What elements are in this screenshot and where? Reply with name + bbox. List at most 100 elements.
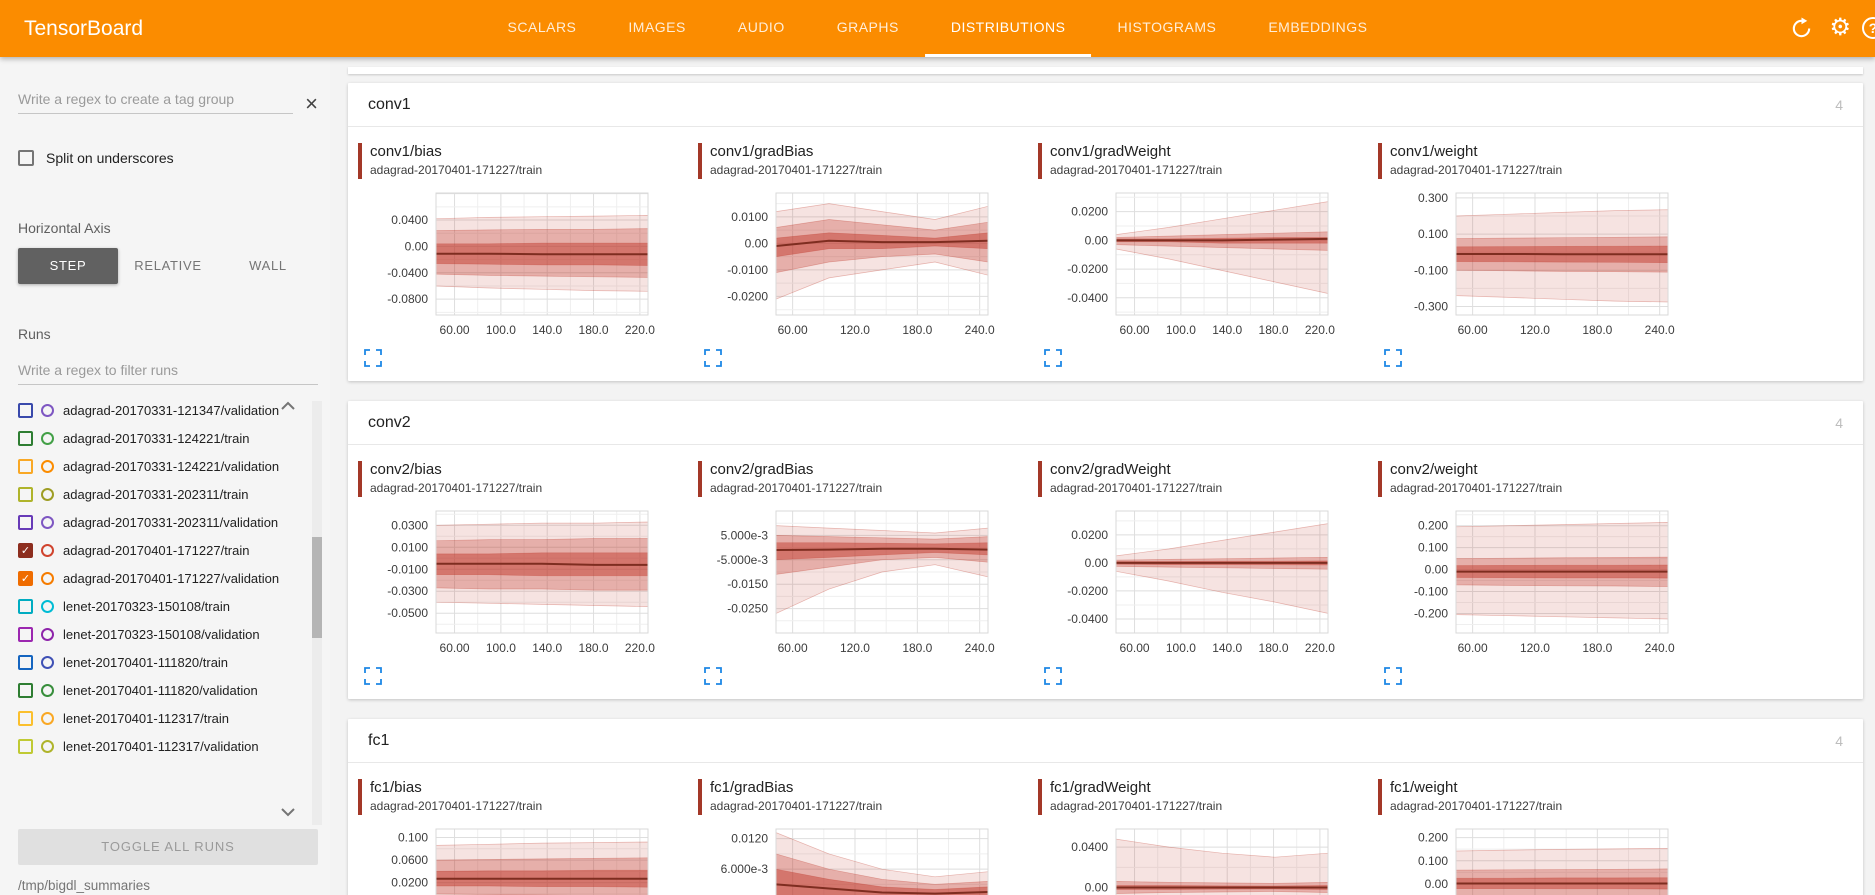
distribution-chart[interactable]: 0.0400 0.00 -0.0400 -0.0800 60.00 100.0 140.0 1… [358,187,668,345]
expand-chart-button[interactable] [1044,349,1062,367]
run-checkbox[interactable] [18,515,33,530]
run-checkbox[interactable] [18,627,33,642]
run-color-radio[interactable] [41,740,54,753]
expand-chart-button[interactable] [1384,667,1402,685]
expand-chart-button[interactable] [1044,667,1062,685]
expand-chart-button[interactable] [704,667,722,685]
tab-embeddings[interactable]: EMBEDDINGS [1268,19,1368,35]
tag-regex-input[interactable] [18,87,294,114]
axis-option-wall[interactable]: WALL [249,258,287,273]
tab-audio[interactable]: AUDIO [737,19,785,35]
distribution-chart[interactable]: 0.04000.00-0.040060.00100.0140.0180.0220… [1038,823,1348,895]
axis-option-step[interactable]: STEP [18,248,118,284]
scroll-down-icon[interactable] [280,807,296,817]
run-item[interactable]: adagrad-20170331-124221/validation [18,453,284,481]
run-item[interactable]: ✓ adagrad-20170401-171227/validation [18,565,284,593]
tab-graphs[interactable]: GRAPHS [836,19,899,35]
run-item[interactable]: lenet-20170323-150108/validation [18,621,284,649]
run-color-radio[interactable] [41,656,54,669]
run-checkbox[interactable] [18,599,33,614]
distribution-chart[interactable]: 0.1000.06000.0200-0.020060.00100.0140.01… [358,823,668,895]
tab-images[interactable]: IMAGES [628,19,686,35]
chart-panel-conv1-bias: conv1/bias adagrad-20170401-171227/train 0… [358,143,698,367]
distribution-chart[interactable]: 0.0200 0.00 -0.0200 -0.0400 60.00 100.0 140.0 1… [1038,505,1348,663]
svg-text:5.000e-3: 5.000e-3 [721,528,769,542]
category-card-conv2: conv2 4 conv2/bias adagrad-20170401-171227/… [348,401,1863,699]
run-item[interactable]: lenet-20170401-111820/train [18,649,284,677]
close-icon[interactable]: × [305,91,318,116]
category-header-conv1[interactable]: conv1 4 [348,83,1863,127]
run-checkbox[interactable] [18,403,33,418]
scroll-up-icon[interactable] [280,401,296,411]
run-item[interactable]: lenet-20170401-111820/validation [18,677,284,705]
distribution-chart[interactable]: 0.200 0.100 0.00 -0.100 -0.200 60.00 120.0 180.… [1378,505,1688,663]
svg-text:-0.300: -0.300 [1414,299,1448,313]
category-header-conv2[interactable]: conv2 4 [348,401,1863,445]
run-color-radio[interactable] [41,628,54,641]
svg-text:0.0400: 0.0400 [391,213,428,227]
run-checkbox[interactable] [18,711,33,726]
expand-chart-button[interactable] [364,349,382,367]
run-checkbox[interactable] [18,683,33,698]
run-checkbox[interactable]: ✓ [18,543,33,558]
split-underscores-row[interactable]: Split on underscores [18,150,318,166]
tab-distributions[interactable]: DISTRIBUTIONS [924,0,1092,57]
expand-chart-button[interactable] [704,349,722,367]
settings-gear-icon[interactable]: ⚙ [1829,14,1851,41]
distribution-chart[interactable]: 5.000e-3 -5.000e-3 -0.0150 -0.0250 60.00 120.… [698,505,1008,663]
expand-chart-button[interactable] [1384,349,1402,367]
run-checkbox[interactable] [18,655,33,670]
run-regex-input[interactable] [18,358,318,385]
distribution-chart[interactable]: 0.0200 0.00 -0.0200 -0.0400 60.00 100.0 140.0 1… [1038,187,1348,345]
chart-run-label: adagrad-20170401-171227/train [1390,163,1563,177]
run-color-bar [698,143,702,179]
run-item[interactable]: adagrad-20170331-202311/train [18,481,284,509]
category-header-fc1[interactable]: fc1 4 [348,719,1863,763]
help-icon[interactable]: ? [1862,17,1875,39]
checkbox-icon[interactable] [18,150,34,166]
chart-run-label: adagrad-20170401-171227/train [370,481,543,495]
distribution-chart[interactable]: 0.0100 0.00 -0.0100 -0.0200 60.00 120.0 180.0 2… [698,187,1008,345]
run-item[interactable]: lenet-20170401-112317/train [18,705,284,733]
svg-text:-0.0500: -0.0500 [387,606,428,620]
tab-histograms[interactable]: HISTOGRAMS [1117,19,1217,35]
run-item[interactable]: lenet-20170401-112317/validation [18,733,284,761]
svg-text:180.0: 180.0 [902,641,932,655]
svg-text:60.00: 60.00 [1120,323,1150,337]
run-item[interactable]: adagrad-20170331-121347/validation [18,397,284,425]
run-checkbox[interactable] [18,487,33,502]
run-color-radio[interactable] [41,712,54,725]
run-color-radio[interactable] [41,684,54,697]
run-item[interactable]: lenet-20170323-150108/train [18,593,284,621]
axis-option-relative[interactable]: RELATIVE [134,258,202,273]
run-color-radio[interactable] [41,600,54,613]
toggle-all-runs-button[interactable]: TOGGLE ALL RUNS [18,829,318,865]
run-color-radio[interactable] [41,516,54,529]
tab-scalars[interactable]: SCALARS [507,19,577,35]
run-color-radio[interactable] [41,544,54,557]
run-checkbox[interactable] [18,739,33,754]
run-color-radio[interactable] [41,432,54,445]
run-color-radio[interactable] [41,460,54,473]
run-item[interactable]: adagrad-20170331-202311/validation [18,509,284,537]
run-checkbox[interactable]: ✓ [18,571,33,586]
refresh-icon[interactable] [1790,17,1813,40]
run-item[interactable]: adagrad-20170331-124221/train [18,425,284,453]
svg-text:-0.0150: -0.0150 [727,577,768,591]
run-color-radio[interactable] [41,572,54,585]
svg-text:220.0: 220.0 [625,641,655,655]
distribution-chart[interactable]: 0.0300 0.0100 -0.0100 -0.0300 -0.0500 60.00 10… [358,505,668,663]
run-color-radio[interactable] [41,488,54,501]
run-checkbox[interactable] [18,459,33,474]
run-item[interactable]: ✓ adagrad-20170401-171227/train [18,537,284,565]
run-checkbox[interactable] [18,431,33,446]
run-color-radio[interactable] [41,404,54,417]
svg-text:180.0: 180.0 [902,323,932,337]
expand-chart-button[interactable] [364,667,382,685]
svg-text:0.0200: 0.0200 [1071,528,1108,542]
charts-row: conv2/bias adagrad-20170401-171227/train 0… [348,445,1863,699]
distribution-chart[interactable]: 0.300 0.100 -0.100 -0.300 60.00 120.0 180.0 240… [1378,187,1688,345]
run-list-scrollbar-thumb[interactable] [312,536,322,639]
